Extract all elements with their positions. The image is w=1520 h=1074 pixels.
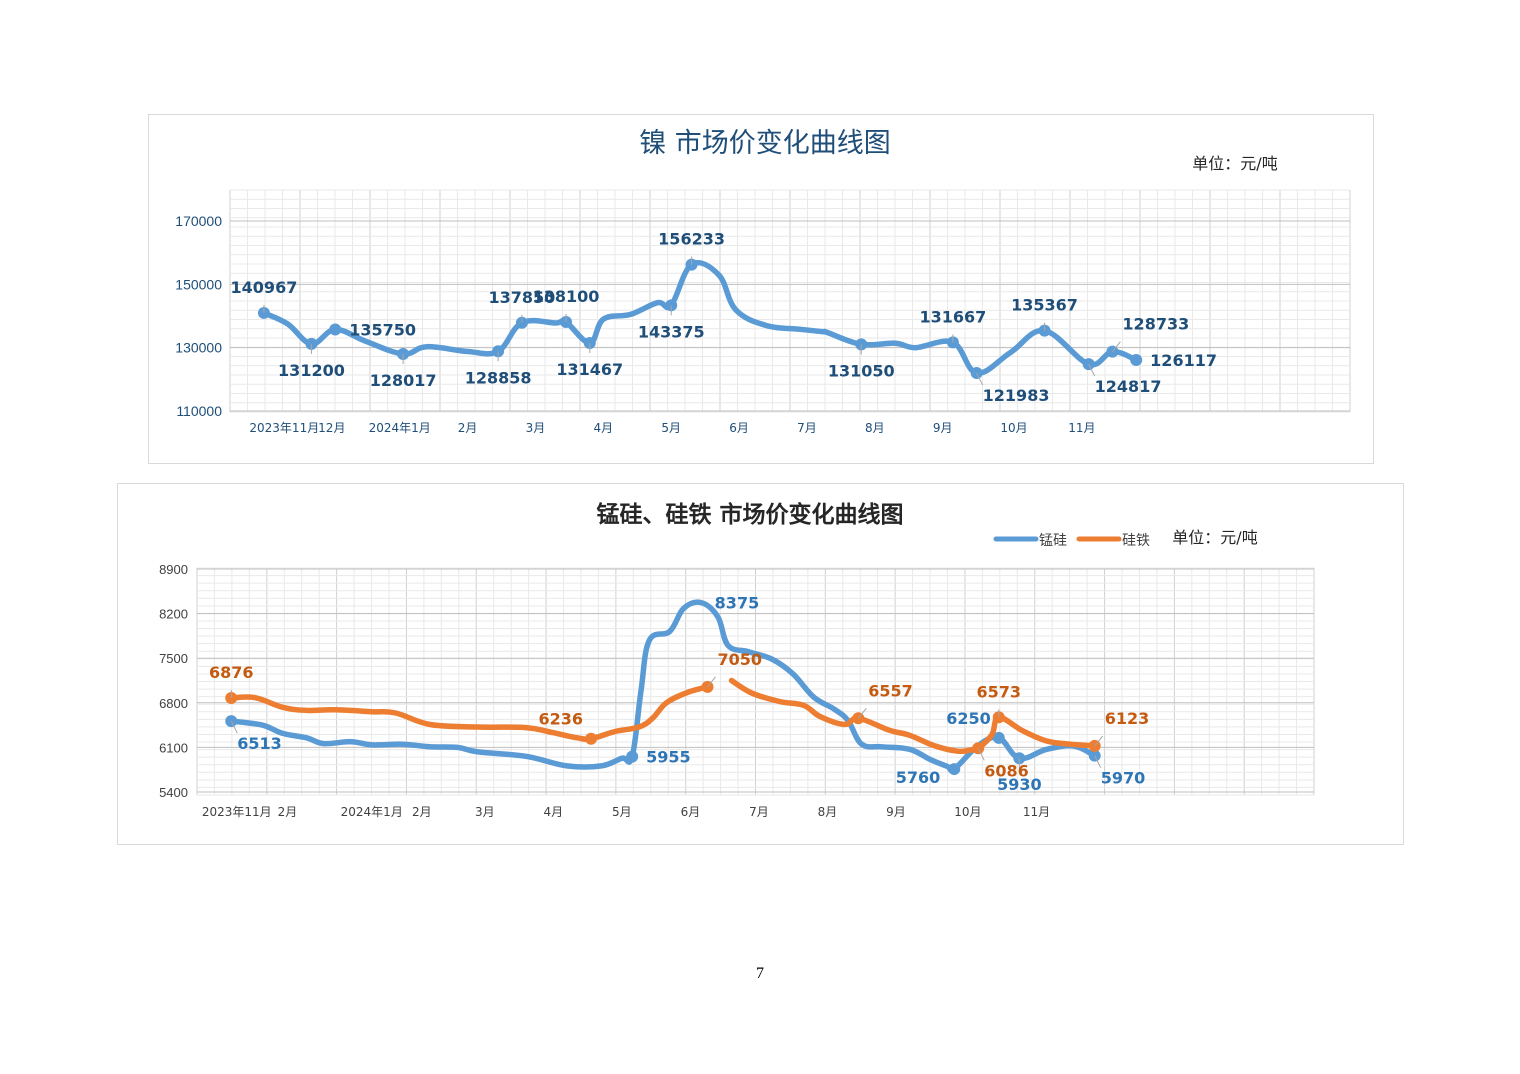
- nickel-x-month-label: 11月: [1068, 421, 1095, 435]
- nickel-label-leader: [1088, 363, 1096, 377]
- nickel-data-label: 137850: [488, 288, 555, 307]
- mnsi-data-label: 6123: [1105, 709, 1150, 728]
- mnsi-chart-title: 锰硅、硅铁 市场价变化曲线图: [596, 501, 903, 528]
- nickel-y-tick-label: 170000: [175, 213, 222, 229]
- nickel-unit-label: 单位：元/吨: [1192, 154, 1277, 173]
- nickel-data-label: 126117: [1150, 351, 1217, 370]
- mnsi-y-tick-label: 8200: [159, 607, 188, 622]
- nickel-data-label: 131050: [828, 361, 895, 380]
- mnsi-y-tick-label: 8900: [159, 562, 188, 577]
- mnsi-data-marker: [585, 732, 598, 745]
- mnsi-x-month-label: 2月: [278, 805, 298, 819]
- mnsi-label-leader: [857, 707, 867, 719]
- manganese-silicon-chart-panel: [117, 483, 1404, 845]
- nickel-data-label: 140967: [231, 278, 298, 297]
- nickel-x-month-label: 7月: [797, 421, 817, 435]
- mnsi-y-tick-label: 6800: [159, 696, 188, 711]
- mnsi-data-marker: [626, 750, 639, 763]
- nickel-data-marker: [1130, 353, 1143, 366]
- nickel-x-month-label: 2月: [458, 421, 478, 435]
- nickel-data-label: 128858: [465, 368, 532, 387]
- mnsi-series-line: [728, 677, 1098, 755]
- nickel-data-label: 156233: [658, 230, 725, 249]
- mnsi-data-label: 6513: [237, 734, 282, 753]
- nickel-data-label: 128733: [1122, 315, 1189, 334]
- nickel-y-tick-label: 110000: [176, 403, 222, 419]
- mnsi-x-month-label: 6月: [681, 805, 701, 819]
- mnsi-label-leader: [707, 676, 716, 688]
- nickel-x-month-label: 4月: [594, 421, 614, 435]
- mnsi-y-tick-label: 5400: [159, 785, 188, 800]
- mnsi-data-marker: [948, 763, 961, 776]
- mnsi-x-month-label: 11月: [1023, 805, 1050, 819]
- mnsi-x-month-label: 2024年1月: [341, 805, 403, 819]
- nickel-x-month-label: 9月: [933, 421, 953, 435]
- mnsi-data-label: 7050: [718, 650, 763, 669]
- mnsi-x-month-label: 8月: [818, 805, 838, 819]
- nickel-data-label: 124817: [1095, 377, 1162, 396]
- mnsi-data-label: 6086: [984, 761, 1029, 780]
- page-number: 7: [756, 965, 764, 982]
- mnsi-data-label: 6573: [977, 682, 1022, 701]
- mnsi-unit-label: 单位：元/吨: [1172, 528, 1257, 547]
- nickel-data-label: 138100: [533, 287, 600, 306]
- nickel-data-label: 131200: [278, 361, 345, 380]
- nickel-data-label: 135750: [349, 320, 416, 339]
- nickel-data-label: 135367: [1011, 296, 1078, 315]
- nickel-chart-title: 镍 市场价变化曲线图: [639, 128, 891, 159]
- nickel-data-marker: [329, 323, 342, 336]
- mnsi-y-tick-label: 7500: [159, 651, 188, 666]
- nickel-data-label: 121983: [983, 386, 1050, 405]
- mnsi-x-month-label: 2月: [412, 805, 432, 819]
- nickel-y-tick-label: 150000: [175, 276, 222, 292]
- mnsi-data-label: 8375: [715, 593, 760, 612]
- nickel-x-month-label: 5月: [661, 421, 681, 435]
- mnsi-x-month-label: 5月: [612, 805, 632, 819]
- nickel-label-leader: [1112, 341, 1121, 352]
- mnsi-data-label: 6236: [539, 710, 584, 729]
- nickel-data-label: 128017: [370, 371, 437, 390]
- nickel-label-leader: [976, 372, 984, 386]
- nickel-x-month-label: 2024年1月: [369, 421, 431, 435]
- mnsi-data-label: 6250: [946, 709, 991, 728]
- mnsi-data-label: 6557: [868, 681, 913, 700]
- mnsi-data-marker: [992, 731, 1005, 744]
- nickel-data-label: 131467: [556, 360, 623, 379]
- nickel-data-label: 143375: [638, 322, 705, 341]
- mnsi-data-label: 6876: [209, 663, 254, 682]
- mnsi-label-leader: [1094, 755, 1102, 768]
- mnsi-data-label: 5930: [997, 775, 1042, 794]
- mnsi-series-line: [228, 684, 711, 742]
- mnsi-label-leader: [977, 748, 985, 761]
- nickel-data-label: 131667: [920, 307, 987, 326]
- nickel-x-month-label: 10月: [1000, 421, 1027, 435]
- nickel-x-month-label: 3月: [526, 421, 546, 435]
- nickel-series-line: [261, 260, 1139, 376]
- mnsi-label-leader: [230, 720, 238, 734]
- mnsi-x-month-label: 9月: [886, 805, 906, 819]
- mnsi-x-month-label: 4月: [544, 805, 564, 819]
- nickel-y-tick-label: 130000: [175, 340, 222, 356]
- mnsi-legend-label: 硅铁: [1122, 533, 1150, 549]
- nickel-x-month-label: 6月: [729, 421, 749, 435]
- nickel-x-month-label: 8月: [865, 421, 885, 435]
- mnsi-data-label: 5955: [646, 748, 691, 767]
- mnsi-x-month-label: 7月: [749, 805, 769, 819]
- mnsi-legend-label: 锰硅: [1039, 533, 1067, 549]
- nickel-x-month-label: 12月: [318, 421, 345, 435]
- mnsi-data-label: 5970: [1101, 769, 1146, 788]
- mnsi-label-leader: [1094, 735, 1104, 747]
- mnsi-x-month-label: 2023年11月: [202, 805, 272, 819]
- mnsi-x-month-label: 10月: [954, 805, 981, 819]
- nickel-x-month-label: 2023年11月: [249, 421, 319, 435]
- mnsi-data-label: 5760: [896, 768, 941, 787]
- mnsi-y-tick-label: 6100: [159, 740, 188, 755]
- mnsi-x-month-label: 3月: [475, 805, 495, 819]
